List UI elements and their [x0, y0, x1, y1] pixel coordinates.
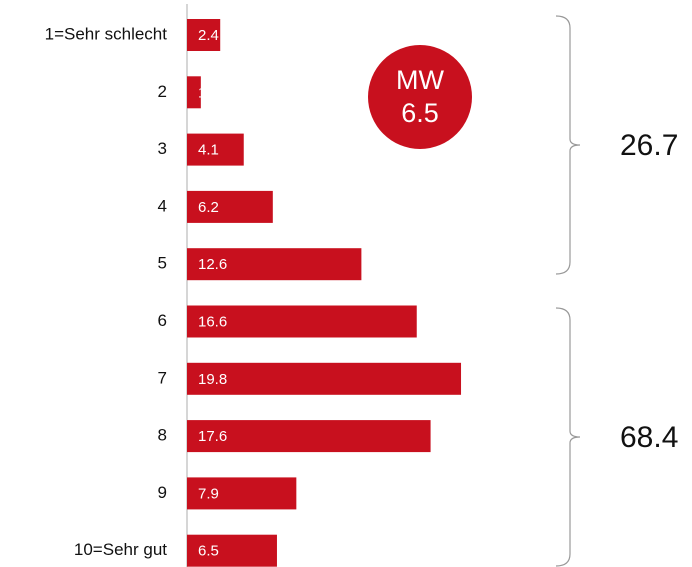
- value-label: 19.8: [198, 371, 227, 388]
- value-label: 17.6: [198, 428, 227, 445]
- value-label: 4.1: [198, 142, 219, 159]
- bracket: [555, 307, 581, 567]
- bar: [187, 133, 244, 166]
- value-label: 1: [198, 84, 206, 101]
- mean-label: MW: [396, 65, 444, 95]
- category-label: 6: [158, 311, 167, 330]
- bar: [187, 534, 277, 567]
- bar: [187, 477, 297, 510]
- category-label: 3: [158, 139, 167, 158]
- value-label: 16.6: [198, 313, 227, 330]
- mean-value: 6.5: [401, 98, 439, 128]
- group-total: 68.4: [620, 421, 678, 454]
- category-label: 2: [158, 82, 167, 101]
- value-label: 6.5: [198, 543, 219, 560]
- category-label: 5: [158, 254, 167, 273]
- group-total: 26.7: [620, 129, 678, 162]
- category-label: 4: [158, 196, 167, 215]
- value-label: 12.6: [198, 256, 227, 273]
- value-label: 2.4: [198, 27, 219, 44]
- category-label: 9: [158, 483, 167, 502]
- bar: [187, 305, 417, 338]
- bar: [187, 420, 431, 453]
- category-label: 8: [158, 426, 167, 445]
- bar: [187, 248, 362, 281]
- bar: [187, 76, 201, 109]
- category-label: 1=Sehr schlecht: [45, 24, 168, 43]
- value-label: 6.2: [198, 199, 219, 216]
- value-label: 7.9: [198, 485, 219, 502]
- bar: [187, 190, 273, 223]
- bar: [187, 362, 462, 395]
- category-label: 7: [158, 368, 167, 387]
- mean-bubble: [368, 45, 472, 149]
- bracket: [555, 15, 581, 275]
- bar: [187, 19, 221, 51]
- category-label: 10=Sehr gut: [74, 540, 167, 559]
